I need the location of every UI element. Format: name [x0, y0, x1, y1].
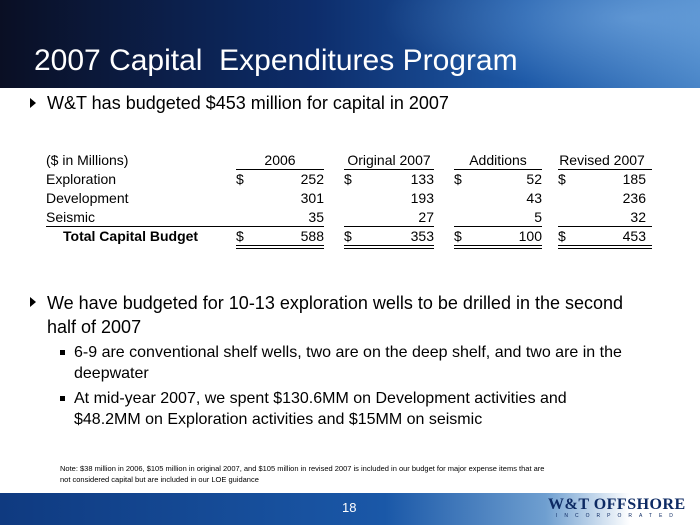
bullet-arrow-icon [30, 297, 36, 307]
row-label: Exploration [46, 171, 117, 187]
cell: 5 [534, 209, 542, 225]
bullet-line: half of 2007 [47, 317, 142, 337]
header-underline [558, 169, 652, 170]
row-label: Seismic [46, 209, 96, 225]
sub-bullet-line: $48.2MM on Exploration activities and $1… [74, 411, 483, 428]
cell: 588 [300, 228, 324, 244]
cell: 301 [300, 190, 324, 206]
footer-bar [0, 493, 700, 525]
cell: $ [558, 228, 566, 244]
cell: 100 [518, 228, 542, 244]
sub-bullet-wells: 6-9 are conventional shelf wells, two ar… [74, 342, 622, 384]
header-additions: Additions [469, 152, 527, 168]
cell: $ [454, 228, 462, 244]
row-label: Development [46, 190, 129, 206]
table-row: Seismic 35 27 5 32 [46, 208, 646, 227]
total-label: Total Capital Budget [63, 228, 199, 244]
double-underline [558, 248, 652, 249]
logo-sub: INCORPORATED [556, 513, 680, 519]
double-underline [236, 245, 324, 246]
table-header-row: ($ in Millions) 2006 Original 2007 Addit… [46, 151, 646, 170]
cell [236, 208, 256, 227]
square-bullet-icon [60, 350, 65, 355]
cell [558, 208, 578, 227]
square-bullet-icon [60, 396, 65, 401]
cell: $ [558, 171, 566, 187]
cell: 353 [410, 228, 434, 244]
sub-bullet-line: At mid-year 2007, we spent $130.6MM on D… [74, 390, 567, 407]
cell: 185 [622, 171, 646, 187]
cell: 252 [300, 171, 324, 187]
slide-title: 2007 Capital Expenditures Program [34, 44, 518, 77]
total-row: Total Capital Budget $ 588 $ 353 $ 100 $… [46, 227, 646, 246]
double-underline [558, 245, 652, 246]
cell: 133 [410, 171, 434, 187]
cell: $ [344, 228, 352, 244]
footnote-line: not considered capital but are included … [60, 475, 259, 484]
cell: 236 [622, 190, 646, 206]
double-underline [236, 248, 324, 249]
cell: $ [236, 228, 244, 244]
cell [236, 189, 256, 208]
cell: 32 [630, 209, 646, 225]
sub-bullet-line: deepwater [74, 365, 149, 382]
total-rule [46, 226, 236, 227]
cell: $ [454, 171, 462, 187]
cell: 193 [410, 190, 434, 206]
footnote: Note: $38 million in 2006, $105 million … [60, 463, 660, 485]
cell: 52 [526, 171, 542, 187]
table-row: Development 301 193 43 236 [46, 189, 646, 208]
cell [454, 189, 474, 208]
header-2006: 2006 [264, 152, 296, 168]
cell [344, 189, 364, 208]
total-rule [344, 226, 434, 227]
total-rule [454, 226, 542, 227]
unit-label: ($ in Millions) [46, 152, 129, 168]
cell [558, 189, 578, 208]
cell: $ [236, 171, 244, 187]
bullet-exploration-wells: We have budgeted for 10-13 exploration w… [47, 291, 623, 339]
cell: $ [344, 171, 352, 187]
capital-budget-table: ($ in Millions) 2006 Original 2007 Addit… [46, 151, 646, 246]
total-rule [558, 226, 652, 227]
company-logo: W&T OFFSHORE INCORPORATED [548, 496, 698, 522]
cell: 453 [622, 228, 646, 244]
header-underline [344, 169, 434, 170]
logo-name: W&T OFFSHORE [548, 496, 686, 513]
double-underline [344, 248, 434, 249]
table-row: Exploration $ 252 $ 133 $ 52 $ 185 [46, 170, 646, 189]
double-underline [454, 248, 542, 249]
bullet-budget: W&T has budgeted $453 million for capita… [47, 93, 449, 113]
cell: 27 [418, 209, 434, 225]
cell: 43 [526, 190, 542, 206]
footnote-line: Note: $38 million in 2006, $105 million … [60, 464, 545, 473]
bullet-line: We have budgeted for 10-13 exploration w… [47, 293, 624, 313]
header-underline [236, 169, 324, 170]
cell: 35 [308, 209, 324, 225]
total-rule [236, 226, 324, 227]
sub-bullet-spending: At mid-year 2007, we spent $130.6MM on D… [74, 388, 567, 430]
header-underline [454, 169, 542, 170]
cell [344, 208, 364, 227]
double-underline [344, 245, 434, 246]
cell [454, 208, 474, 227]
sub-bullet-line: 6-9 are conventional shelf wells, two ar… [74, 344, 622, 361]
title-bar: 2007 Capital Expenditures Program [0, 0, 700, 88]
title-bar-glow [380, 0, 700, 88]
header-revised-2007: Revised 2007 [559, 152, 645, 168]
double-underline [454, 245, 542, 246]
bullet-arrow-icon [30, 98, 36, 108]
page-number: 18 [342, 500, 357, 515]
header-original-2007: Original 2007 [347, 152, 431, 168]
